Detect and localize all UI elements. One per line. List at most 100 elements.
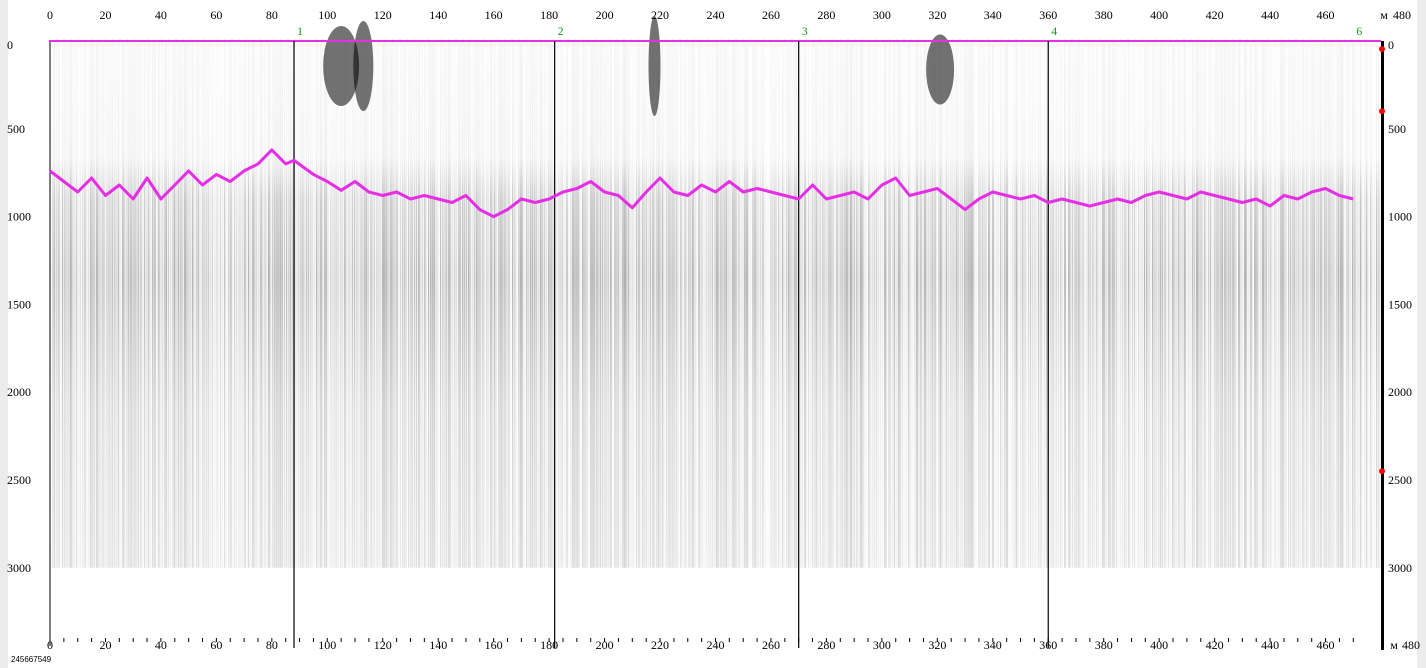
radargram-streak xyxy=(304,41,306,568)
radargram-streak xyxy=(154,41,156,568)
radargram-streak xyxy=(328,41,330,568)
top-boundary-dot xyxy=(1343,39,1347,43)
radargram-streak xyxy=(50,41,52,568)
radargram-streak xyxy=(576,41,578,568)
radargram-streak xyxy=(766,41,768,568)
radargram-streak xyxy=(350,41,353,568)
radargram-streak xyxy=(536,41,538,568)
y-tick-label-left: 2500 xyxy=(7,473,31,487)
horizon-trace-line[interactable] xyxy=(49,148,1354,219)
top-boundary-dot xyxy=(216,39,220,43)
radargram-streak xyxy=(228,41,230,568)
radargram-streak xyxy=(664,41,666,568)
radargram-streak xyxy=(934,41,937,568)
radargram-streak xyxy=(94,41,96,568)
radargram-streak xyxy=(1226,41,1228,568)
radargram-streak xyxy=(72,41,74,568)
x-tick-label-top: 360 xyxy=(1039,8,1057,22)
radargram-streak xyxy=(136,41,138,568)
radargram-streak xyxy=(852,41,855,568)
radargram-streak xyxy=(90,41,92,568)
radargram-streak xyxy=(224,41,226,568)
top-boundary-dot xyxy=(811,39,815,43)
radargram-streak xyxy=(460,41,462,568)
top-boundary-dot xyxy=(321,39,325,43)
radargram-streak xyxy=(1008,41,1010,568)
radargram-streak xyxy=(192,41,194,568)
radargram-streak xyxy=(196,41,198,568)
radargram-streak xyxy=(1222,41,1224,568)
radargram-streak xyxy=(1234,41,1236,568)
radargram-streak xyxy=(688,41,690,568)
radargram-streak xyxy=(782,41,784,568)
top-boundary-dot xyxy=(566,39,570,43)
radargram-streak xyxy=(632,41,634,568)
radargram-streak xyxy=(464,41,466,568)
radargram-streak xyxy=(1220,41,1222,568)
radargram-streak xyxy=(1076,41,1078,568)
radargram-streak xyxy=(498,41,501,568)
radargram-streak xyxy=(856,41,858,568)
radargram-streak xyxy=(1140,41,1142,568)
radargram-streak xyxy=(580,41,582,568)
top-boundary-dot xyxy=(573,39,577,43)
radargram-streak xyxy=(282,41,284,568)
top-boundary-dot xyxy=(657,39,661,43)
radargram-streak xyxy=(532,41,534,568)
radargram-streak xyxy=(678,41,680,568)
radargram-streak xyxy=(804,41,807,568)
top-boundary-dot xyxy=(104,39,108,43)
right-edge-marker[interactable] xyxy=(1379,46,1385,52)
radargram-streak xyxy=(400,41,402,568)
radargram-streak xyxy=(140,41,142,568)
radargram-streak xyxy=(1134,41,1136,568)
radargram-streak xyxy=(194,41,196,568)
y-tick-label-left: 3000 xyxy=(7,561,31,575)
radargram-streak xyxy=(676,41,678,568)
radargram-streak xyxy=(1128,41,1130,568)
radargram-streak xyxy=(818,41,821,568)
radargram-streak xyxy=(710,41,712,568)
radargram-streak xyxy=(338,41,340,568)
radargram-streak xyxy=(208,41,210,568)
radargram-streak xyxy=(122,41,124,568)
top-boundary-dot xyxy=(286,39,290,43)
radargram-streak xyxy=(862,41,864,568)
top-boundary-dot xyxy=(377,39,381,43)
top-boundary-dot xyxy=(685,39,689,43)
radargram-streak xyxy=(212,41,214,568)
radargram-streak xyxy=(126,41,129,568)
radargram-streak xyxy=(534,41,536,568)
top-boundary-dot xyxy=(356,39,360,43)
radargram-streak xyxy=(1132,41,1134,568)
top-boundary-dot xyxy=(153,39,157,43)
radargram-streak xyxy=(682,41,684,568)
top-boundary-dot xyxy=(1042,39,1046,43)
x-tick-label-top: 280 xyxy=(817,8,835,22)
radargram-streak xyxy=(792,41,794,568)
radargram-streak xyxy=(478,41,481,568)
radargram-streak xyxy=(606,41,608,568)
top-boundary-dot xyxy=(622,39,626,43)
top-boundary-dot xyxy=(454,39,458,43)
radargram-streak xyxy=(826,41,828,568)
radargram-streak xyxy=(168,41,170,568)
top-boundary-dot xyxy=(545,39,549,43)
top-boundary-dot xyxy=(90,39,94,43)
radargram-streak xyxy=(102,41,104,568)
right-edge-marker[interactable] xyxy=(1379,468,1385,475)
radargram-streak xyxy=(284,41,286,568)
radargram-streak xyxy=(100,41,102,568)
radargram-streak xyxy=(958,41,960,568)
top-boundary-dot xyxy=(979,39,983,43)
radargram-streak xyxy=(874,41,876,568)
radargram-streak xyxy=(666,41,668,568)
radargram-streak xyxy=(1150,41,1152,568)
radargram-streak xyxy=(788,41,790,568)
radargram-streak xyxy=(822,41,824,568)
radargram-streak xyxy=(884,41,887,568)
radargram-streak xyxy=(800,41,802,568)
right-edge-marker[interactable] xyxy=(1379,108,1385,115)
radargram-streak xyxy=(936,41,938,568)
